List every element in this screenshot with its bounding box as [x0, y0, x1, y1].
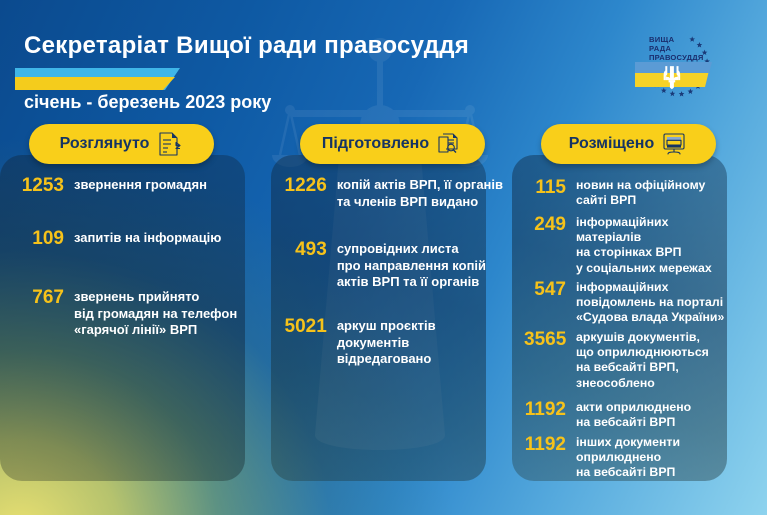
- svg-text:ПРАВОСУДДЯ: ПРАВОСУДДЯ: [649, 53, 704, 62]
- svg-text:РАДА: РАДА: [649, 44, 671, 53]
- svg-text:ВИЩА: ВИЩА: [649, 35, 675, 44]
